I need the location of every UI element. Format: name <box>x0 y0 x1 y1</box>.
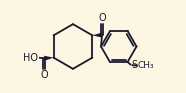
Text: CH₃: CH₃ <box>137 61 154 70</box>
Polygon shape <box>92 33 102 38</box>
Text: S: S <box>131 60 137 70</box>
Text: O: O <box>40 70 48 80</box>
Text: O: O <box>98 13 106 23</box>
Text: HO: HO <box>23 53 38 63</box>
Polygon shape <box>44 56 54 61</box>
